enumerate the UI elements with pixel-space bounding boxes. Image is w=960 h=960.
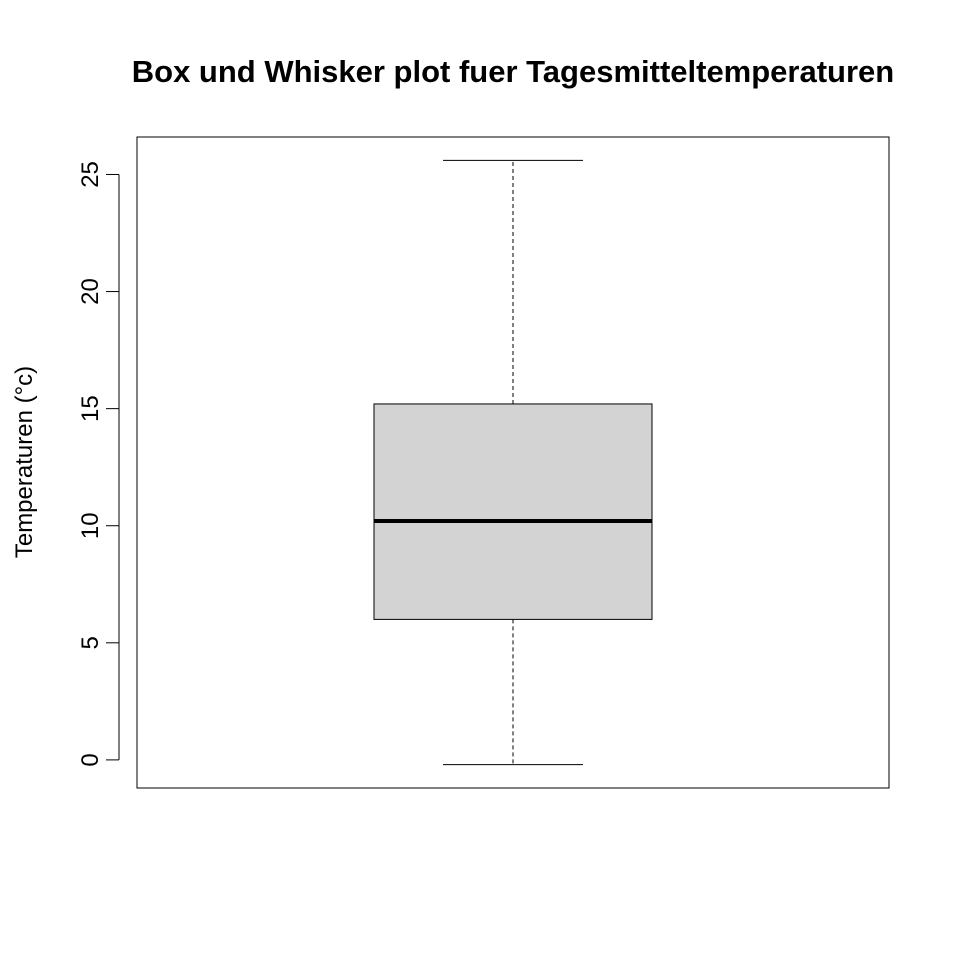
iqr-box xyxy=(373,403,653,620)
y-tick-label: 20 xyxy=(77,278,104,305)
y-axis-label: Temperaturen (°c) xyxy=(11,366,38,558)
y-tick-label: 10 xyxy=(77,512,104,539)
plot-frame xyxy=(136,136,890,789)
box-plot xyxy=(373,159,653,766)
chart-title: Box und Whisker plot fuer Tagesmitteltem… xyxy=(132,54,894,89)
y-tick-label: 25 xyxy=(77,161,104,188)
y-tick-label: 0 xyxy=(77,753,104,766)
y-axis: 0 5 10 15 20 25 xyxy=(77,161,120,767)
y-tick-label: 15 xyxy=(77,395,104,422)
y-tick-label: 5 xyxy=(77,636,104,649)
